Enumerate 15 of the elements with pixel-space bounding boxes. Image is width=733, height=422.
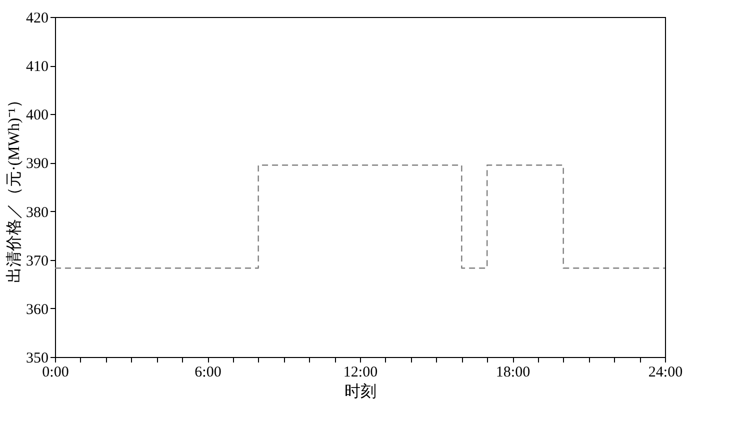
y-tick-label: 390 — [26, 156, 48, 172]
x-tick-label: 18:00 — [496, 364, 530, 380]
y-tick-label: 400 — [26, 108, 48, 124]
x-tick-label: 0:00 — [42, 364, 69, 380]
x-axis-title: 时刻 — [344, 382, 376, 400]
y-tick-label: 360 — [26, 302, 48, 318]
y-tick-label: 420 — [26, 10, 48, 26]
y-axis-title: 出清价格／（元·(MWh)⁻¹） — [5, 92, 23, 284]
x-tick-label: 12:00 — [343, 364, 378, 380]
y-tick-label: 370 — [26, 253, 48, 270]
y-tick-label: 410 — [26, 59, 48, 76]
x-tick-label: 6:00 — [194, 364, 222, 380]
y-tick-label: 380 — [26, 204, 48, 221]
y-tick-label: 350 — [26, 350, 48, 366]
x-tick-label: 24:00 — [648, 364, 683, 380]
